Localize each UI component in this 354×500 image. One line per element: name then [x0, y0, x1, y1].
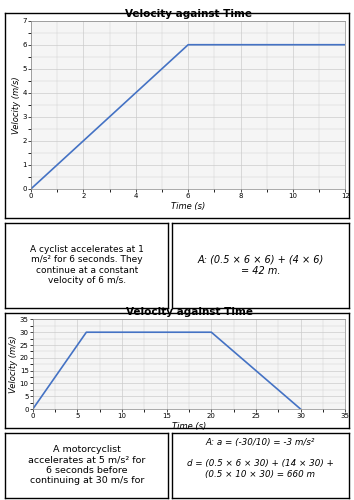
Y-axis label: Velocity (m/s): Velocity (m/s)	[9, 336, 18, 393]
X-axis label: Time (s): Time (s)	[172, 422, 206, 431]
Text: A: a = (-30/10) = -3 m/s²

d = (0.5 × 6 × 30) + (14 × 30) +
(0.5 × 10 × 30) = 66: A: a = (-30/10) = -3 m/s² d = (0.5 × 6 ×…	[187, 438, 334, 478]
Title: Velocity against Time: Velocity against Time	[126, 307, 252, 317]
Title: Velocity against Time: Velocity against Time	[125, 8, 252, 18]
Y-axis label: Velocity (m/s): Velocity (m/s)	[12, 76, 21, 134]
Text: A cyclist accelerates at 1
m/s² for 6 seconds. They
continue at a constant
veloc: A cyclist accelerates at 1 m/s² for 6 se…	[30, 245, 144, 285]
X-axis label: Time (s): Time (s)	[171, 202, 205, 210]
Text: A motorcyclist
accelerates at 5 m/s² for
6 seconds before
continuing at 30 m/s f: A motorcyclist accelerates at 5 m/s² for…	[28, 445, 145, 485]
Text: A: (0.5 × 6 × 6) + (4 × 6)
= 42 m.: A: (0.5 × 6 × 6) + (4 × 6) = 42 m.	[197, 254, 324, 276]
